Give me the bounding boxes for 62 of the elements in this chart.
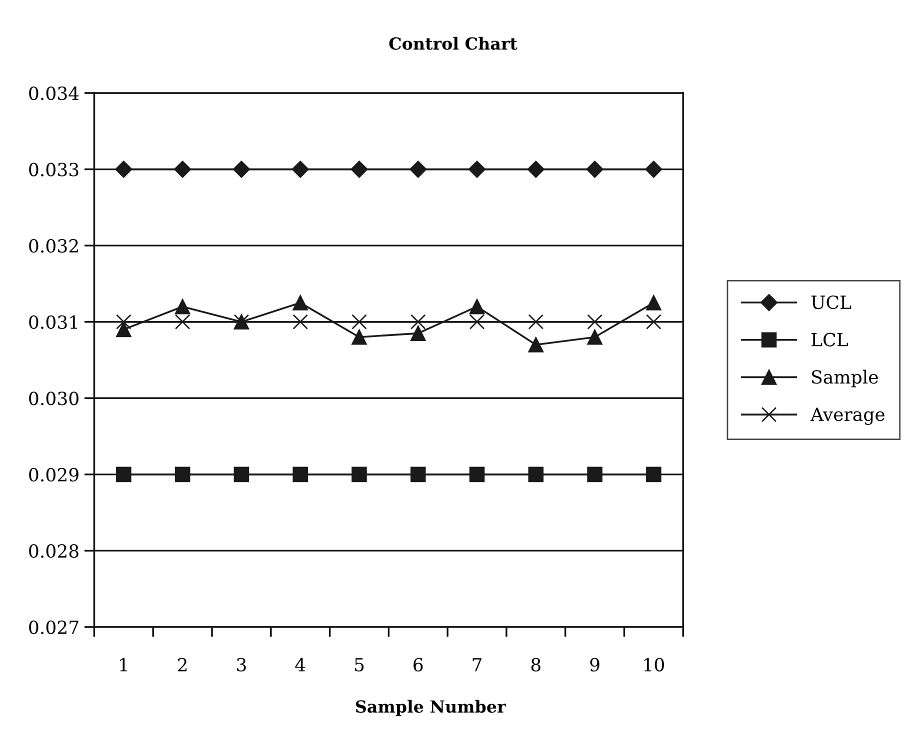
x-tick-label: 2: [178, 658, 187, 672]
x-tick-label: 10: [644, 658, 664, 672]
point: [646, 314, 662, 330]
x-tick-label: 7: [472, 658, 482, 672]
point: [292, 295, 308, 310]
point: [292, 314, 308, 330]
legend-label: Sample: [812, 370, 878, 388]
point: [587, 329, 602, 345]
point: [234, 466, 250, 482]
point: [469, 314, 485, 330]
point: [116, 322, 132, 338]
y-tick-label: 0.029: [29, 468, 78, 482]
point: [292, 160, 309, 178]
x-tick-label: 1: [120, 658, 127, 672]
point: [410, 160, 427, 178]
x-tick-label: 8: [531, 658, 540, 672]
x-tick-label: 9: [590, 658, 600, 672]
point: [468, 160, 486, 178]
point: [350, 160, 368, 178]
point: [292, 466, 308, 482]
point: [410, 466, 426, 482]
point: [528, 466, 544, 482]
point: [645, 160, 662, 178]
x-tick-label: 6: [414, 658, 423, 672]
point: [174, 298, 190, 314]
point: [410, 326, 426, 341]
x-tick-label: 5: [355, 658, 364, 672]
point: [527, 160, 544, 178]
point: [528, 314, 544, 330]
point: [174, 160, 192, 178]
point: [174, 466, 190, 482]
y-tick-label: 0.027: [29, 620, 78, 634]
x-tick-label: 4: [295, 658, 306, 672]
point: [586, 160, 604, 178]
point: [410, 314, 426, 330]
point: [587, 466, 602, 482]
y-tick-label: 0.034: [29, 86, 79, 100]
point: [352, 466, 367, 482]
point: [115, 160, 132, 178]
point: [587, 314, 602, 330]
x-tick-label: 3: [237, 658, 246, 672]
point: [646, 295, 662, 310]
point: [116, 466, 132, 482]
point: [528, 337, 544, 352]
point: [232, 160, 250, 178]
y-tick-label: 0.033: [29, 162, 78, 176]
y-tick-label: 0.028: [29, 544, 78, 558]
y-tick-label: 0.031: [29, 315, 78, 329]
point: [174, 314, 190, 330]
legend-label: UCL: [811, 295, 852, 310]
point: [116, 314, 132, 330]
y-tick-label: 0.030: [29, 392, 78, 406]
point: [469, 466, 485, 482]
point: [352, 329, 367, 345]
y-tick-label: 0.032: [29, 239, 78, 253]
legend-label: LCL: [812, 332, 848, 346]
x-axis-title: Sample Number: [356, 700, 506, 716]
point: [646, 466, 662, 482]
point: [469, 298, 485, 314]
legend-label: Average: [810, 408, 884, 425]
point: [352, 314, 367, 330]
chart-title: Control Chart: [389, 36, 518, 50]
